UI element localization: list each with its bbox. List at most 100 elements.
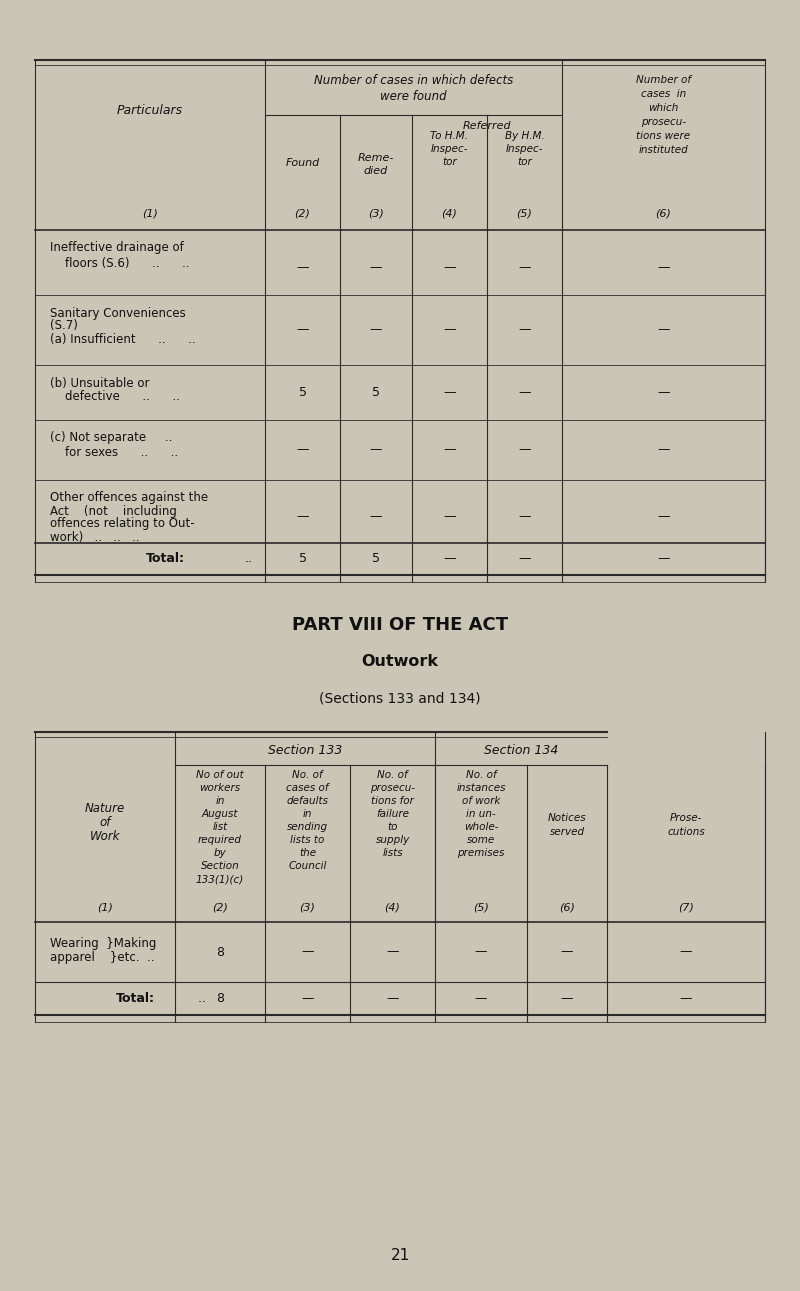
Text: —: — (370, 444, 382, 457)
Text: Council: Council (288, 861, 326, 871)
Text: (S.7): (S.7) (50, 319, 78, 333)
Text: Work: Work (90, 830, 120, 843)
Text: by: by (214, 848, 226, 859)
Text: —: — (443, 324, 456, 337)
Text: PART VIII OF THE ACT: PART VIII OF THE ACT (292, 616, 508, 634)
Text: tions were: tions were (637, 130, 690, 141)
Text: Inspec-: Inspec- (430, 145, 468, 154)
Text: of work: of work (462, 797, 500, 806)
Text: Wearing  }Making: Wearing }Making (50, 937, 156, 950)
Text: (4): (4) (442, 209, 458, 219)
Text: —: — (302, 945, 314, 958)
Text: workers: workers (199, 784, 241, 793)
Text: By H.M.: By H.M. (505, 130, 544, 141)
Text: (Sections 133 and 134): (Sections 133 and 134) (319, 691, 481, 705)
Text: —: — (680, 991, 692, 1004)
Text: (a) Insufficient      ..      ..: (a) Insufficient .. .. (50, 333, 196, 346)
Text: —: — (370, 261, 382, 274)
Text: in un-: in un- (466, 809, 496, 818)
Text: tor: tor (442, 158, 457, 167)
Text: No. of: No. of (292, 769, 323, 780)
Text: offences relating to Out-: offences relating to Out- (50, 518, 194, 531)
Text: prosecu-: prosecu- (641, 117, 686, 127)
Text: Reme-: Reme- (358, 154, 394, 163)
Text: —: — (296, 324, 309, 337)
Text: apparel    }etc.  ..: apparel }etc. .. (50, 951, 154, 964)
Text: Prose-: Prose- (670, 813, 702, 822)
Text: the: the (299, 848, 316, 859)
Text: No of out: No of out (196, 769, 244, 780)
Text: instances: instances (456, 784, 506, 793)
Text: 5: 5 (298, 386, 306, 399)
Text: Section 134: Section 134 (484, 744, 558, 757)
Text: cutions: cutions (667, 828, 705, 837)
Text: (5): (5) (517, 209, 533, 219)
Text: Act    (not    including: Act (not including (50, 505, 177, 518)
Text: Inspec-: Inspec- (506, 145, 543, 154)
Text: instituted: instituted (638, 145, 688, 155)
Text: Number of cases in which defects: Number of cases in which defects (314, 74, 513, 86)
Text: to: to (387, 822, 398, 831)
Text: —: — (443, 386, 456, 399)
Text: —: — (658, 261, 670, 274)
Text: 8: 8 (216, 991, 224, 1004)
Text: required: required (198, 835, 242, 846)
Text: No. of: No. of (377, 769, 408, 780)
Text: —: — (370, 324, 382, 337)
Text: ..: .. (190, 991, 206, 1004)
Text: —: — (296, 444, 309, 457)
Text: —: — (443, 261, 456, 274)
Text: —: — (474, 991, 487, 1004)
Text: —: — (474, 945, 487, 958)
Text: —: — (658, 510, 670, 523)
Text: —: — (518, 553, 530, 565)
Text: Other offences against the: Other offences against the (50, 492, 208, 505)
Text: in: in (302, 809, 312, 818)
Text: 5: 5 (298, 553, 306, 565)
Text: Total:: Total: (115, 991, 154, 1004)
Text: —: — (370, 510, 382, 523)
Text: —: — (561, 991, 574, 1004)
Text: (2): (2) (294, 209, 310, 219)
Text: were found: were found (380, 89, 447, 102)
Text: (3): (3) (368, 209, 384, 219)
Text: defaults: defaults (286, 797, 329, 806)
Text: Outwork: Outwork (362, 655, 438, 670)
Text: Notices: Notices (548, 813, 586, 822)
Text: —: — (302, 991, 314, 1004)
Text: (6): (6) (655, 209, 671, 219)
Text: —: — (386, 991, 398, 1004)
Text: 5: 5 (372, 386, 380, 399)
Text: —: — (658, 324, 670, 337)
Text: To H.M.: To H.M. (430, 130, 469, 141)
Text: lists: lists (382, 848, 403, 859)
Text: —: — (680, 945, 692, 958)
Text: premises: premises (458, 848, 505, 859)
Text: tions for: tions for (371, 797, 414, 806)
Text: (1): (1) (97, 902, 113, 911)
Text: —: — (561, 945, 574, 958)
Text: (4): (4) (385, 902, 401, 911)
Text: served: served (550, 828, 585, 837)
Text: Section 133: Section 133 (268, 744, 342, 757)
Text: supply: supply (375, 835, 410, 846)
Text: (3): (3) (299, 902, 315, 911)
Text: —: — (443, 444, 456, 457)
Text: —: — (518, 444, 530, 457)
Text: (c) Not separate     ..: (c) Not separate .. (50, 431, 172, 444)
Text: 21: 21 (390, 1247, 410, 1263)
Text: 133(1)(c): 133(1)(c) (196, 874, 244, 884)
Text: —: — (296, 510, 309, 523)
Text: which: which (648, 103, 678, 114)
Text: —: — (518, 261, 530, 274)
Text: Section: Section (201, 861, 239, 871)
Text: Ineffective drainage of: Ineffective drainage of (50, 241, 184, 254)
Text: August: August (202, 809, 238, 818)
Text: Referred: Referred (462, 121, 511, 130)
Text: defective      ..      ..: defective .. .. (65, 390, 180, 404)
Text: —: — (296, 261, 309, 274)
Text: —: — (518, 510, 530, 523)
Text: 8: 8 (216, 945, 224, 958)
Text: (2): (2) (212, 902, 228, 911)
Text: work)   ..   ..   ..: work) .. .. .. (50, 531, 139, 544)
